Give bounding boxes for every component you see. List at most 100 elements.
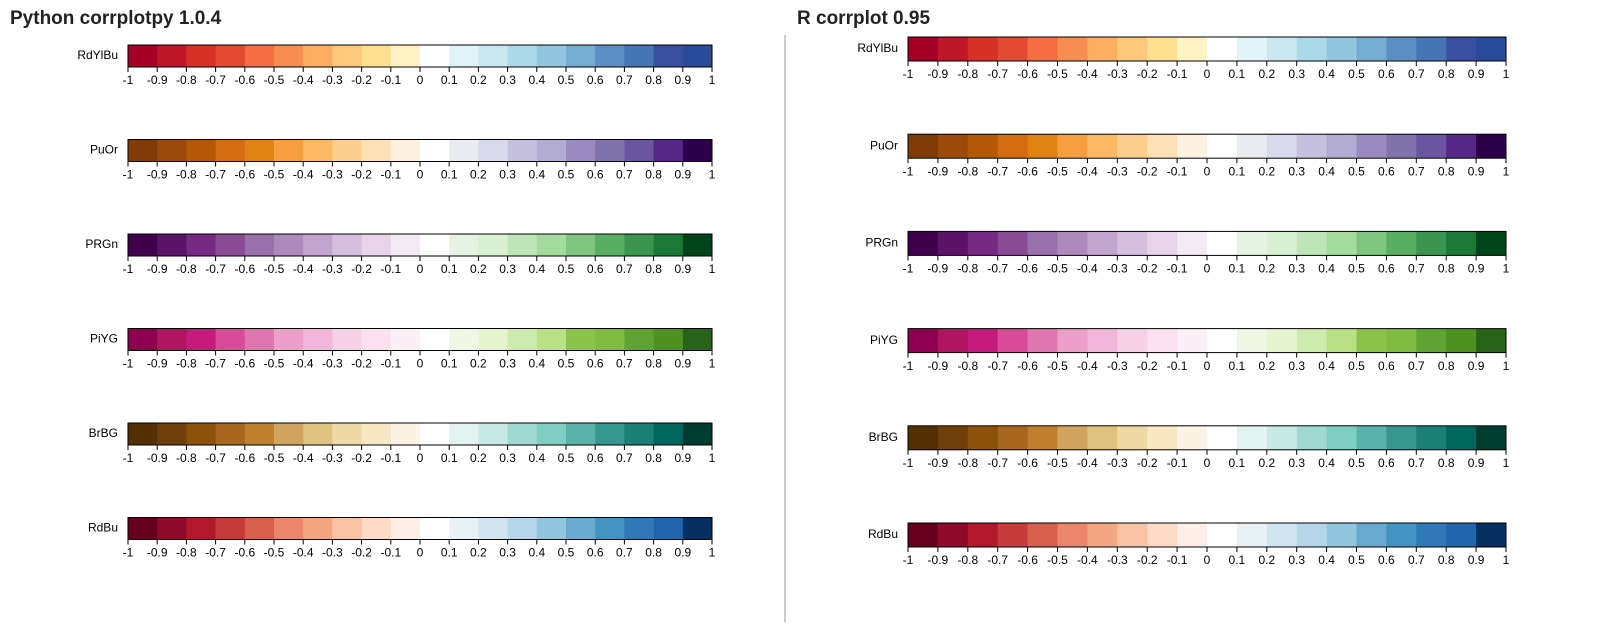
tick-label: -0.2 [1137,359,1158,373]
tick-label: 0.6 [587,73,604,87]
tick-label: -0.3 [1107,262,1128,276]
color-swatch [1147,425,1178,450]
tick-label: 0.6 [587,357,604,371]
tick-label: -0.9 [928,359,949,373]
tick-label: -0.5 [264,451,285,465]
color-swatch [1296,37,1328,61]
color-swatch [1266,37,1298,61]
color-swatch [682,328,713,351]
tick-label: 1 [709,451,716,465]
color-swatch [937,425,969,450]
tick-label: -0.4 [293,73,314,87]
tick-label: 0 [417,451,424,465]
tick-label: 0.3 [1288,67,1305,81]
tick-label: -0.3 [322,546,343,560]
color-swatch [1326,231,1357,256]
tick-label: 0.5 [1348,553,1365,567]
color-swatch [566,139,596,162]
color-swatch [332,517,363,540]
color-swatch [1207,425,1238,450]
color-swatch [908,523,939,547]
tick-label: -0.2 [351,451,372,465]
color-swatch [1236,328,1268,353]
color-swatch [1476,231,1507,256]
color-swatch [624,234,655,256]
tick-label: -0.4 [1077,553,1098,567]
color-swatch [1177,134,1208,159]
tick-label: 0.3 [499,357,516,371]
color-swatch [1416,523,1447,547]
color-swatch [1356,231,1387,256]
color-swatch [997,328,1029,353]
color-swatch [1356,328,1387,353]
tick-label: 0.3 [499,73,516,87]
tick-label: 0.5 [558,451,575,465]
color-swatch [1296,231,1328,256]
tick-label: -0.9 [147,73,168,87]
palette-name: BrBG [869,430,898,444]
color-swatch [1087,231,1118,256]
color-swatch [1416,328,1447,353]
color-swatch [1207,328,1238,353]
color-swatch [1027,523,1058,547]
tick-label: 0.9 [674,451,691,465]
color-swatch [536,45,567,67]
tick-label: -0.5 [264,357,285,371]
tick-label: 0.4 [528,262,545,276]
tick-label: 0.7 [616,546,633,560]
tick-label: 1 [709,546,716,560]
color-swatch [1147,134,1178,159]
color-swatch [1207,231,1238,256]
tick-label: 0.1 [1229,67,1246,81]
color-swatch [566,234,596,256]
color-swatch [1356,37,1387,61]
color-swatch [274,517,304,540]
color-swatch [507,423,538,445]
color-swatch [937,231,969,256]
color-swatch [1236,231,1268,256]
tick-label: -0.1 [380,451,401,465]
color-swatch [1057,328,1088,353]
color-swatch [1266,231,1298,256]
color-swatch [908,37,939,61]
tick-label: -0.4 [1077,359,1098,373]
color-swatch [1117,231,1148,256]
tick-label: 0.1 [441,357,458,371]
tick-label: 0.5 [558,262,575,276]
color-swatch [595,139,625,162]
color-swatch [967,231,999,256]
tick-label: -1 [123,73,134,87]
color-swatch [536,234,567,256]
tick-label: -0.4 [1077,164,1098,178]
tick-label: 0.7 [1408,359,1425,373]
tick-label: -0.5 [264,73,285,87]
color-swatch [420,517,450,540]
tick-label: -1 [123,168,134,182]
tick-label: 0.3 [1288,262,1305,276]
color-swatch [1386,37,1417,61]
tick-label: 0.2 [1258,262,1275,276]
tick-label: -0.4 [293,262,314,276]
tick-label: 0.7 [616,168,633,182]
tick-label: -0.1 [380,546,401,560]
tick-label: -0.2 [351,262,372,276]
color-swatch [128,45,158,67]
tick-label: -0.8 [176,262,197,276]
tick-label: 0.7 [1408,456,1425,470]
tick-label: -0.2 [1137,262,1158,276]
tick-label: 0.1 [441,168,458,182]
tick-label: 0 [417,262,424,276]
tick-label: 0.2 [470,262,487,276]
color-swatch [908,425,939,450]
tick-label: 0.5 [558,73,575,87]
color-swatch [449,517,479,540]
color-swatch [361,517,392,540]
tick-label: 0.1 [1229,456,1246,470]
tick-label: -0.5 [1047,359,1068,373]
tick-label: -0.6 [234,262,255,276]
tick-label: -0.3 [1107,359,1128,373]
tick-label: -0.5 [1047,456,1068,470]
tick-label: -0.3 [322,451,343,465]
tick-label: 0.9 [1468,164,1485,178]
color-swatch [1027,231,1058,256]
